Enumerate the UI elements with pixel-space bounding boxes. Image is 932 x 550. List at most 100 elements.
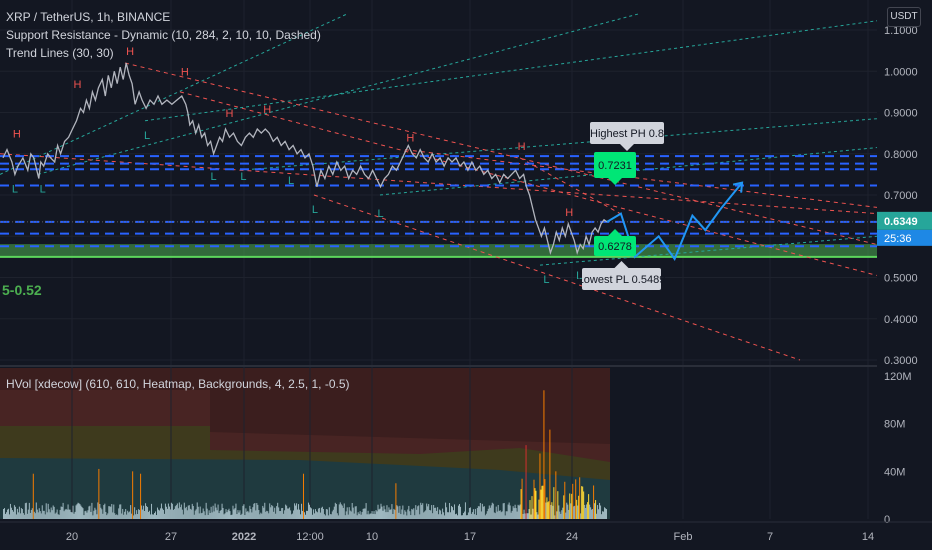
volume-bar <box>110 506 112 519</box>
volume-bar <box>381 506 383 519</box>
currency-button[interactable]: USDT <box>887 7 921 27</box>
volume-bar <box>33 511 35 519</box>
volume-bar <box>282 507 284 519</box>
volume-bar <box>217 504 219 519</box>
volume-bar <box>471 512 473 519</box>
volume-bar <box>373 511 375 519</box>
volume-bar <box>66 509 68 519</box>
volume-bar <box>320 507 322 519</box>
volume-bar <box>382 510 384 519</box>
volume-bar <box>323 514 325 519</box>
symbol-title[interactable]: XRP / TetherUS, 1h, BINANCE <box>6 10 171 24</box>
volume-bar <box>143 505 145 519</box>
volume-bar <box>48 509 50 519</box>
volume-bar <box>552 505 554 519</box>
volume-bar <box>17 512 19 519</box>
pivot-high-label: H <box>263 104 271 116</box>
volume-bar <box>139 509 141 519</box>
volume-bar <box>338 504 340 519</box>
volume-bar <box>474 508 476 519</box>
volume-bar <box>147 507 149 519</box>
volume-bar <box>215 507 217 519</box>
volume-bar <box>197 506 199 519</box>
volume-bar <box>399 505 401 519</box>
pivot-low-label: L <box>576 270 582 282</box>
price-tick-label: 1.0000 <box>884 66 918 78</box>
volume-bar <box>518 505 520 519</box>
volume-bar <box>391 504 393 519</box>
volume-bar <box>263 507 265 519</box>
volume-bar <box>546 497 548 519</box>
volume-bar <box>70 511 72 519</box>
volume-bar <box>425 510 427 519</box>
volume-bar <box>390 509 392 519</box>
volume-bar <box>4 513 6 519</box>
volume-bar <box>516 511 518 519</box>
volume-bar <box>366 514 368 519</box>
volume-bar <box>142 509 144 519</box>
volume-bar <box>218 513 220 519</box>
volume-bar <box>299 509 301 519</box>
trend-lines-indicator[interactable]: Trend Lines (30, 30) <box>6 46 114 60</box>
price-tick-label: 0.7000 <box>884 190 918 202</box>
volume-bar <box>460 515 462 519</box>
volume-bar <box>442 508 444 519</box>
volume-bar <box>492 503 494 519</box>
volume-bar <box>559 511 561 519</box>
volume-bar <box>267 511 269 519</box>
volume-bar <box>588 494 590 519</box>
volume-bar <box>538 499 540 519</box>
volume-bar <box>505 511 507 519</box>
volume-bar <box>164 503 166 519</box>
volume-bar <box>229 511 231 519</box>
volume-bar <box>18 506 20 519</box>
volume-bar <box>500 512 502 519</box>
support-resistance-indicator[interactable]: Support Resistance - Dynamic (10, 284, 2… <box>6 28 321 42</box>
volume-bar <box>111 504 113 519</box>
volume-bar <box>223 514 225 519</box>
volume-bar <box>462 513 464 519</box>
pivot-high-label: H <box>181 67 189 79</box>
volume-bar <box>562 507 564 519</box>
volume-bar <box>64 509 66 519</box>
volume-bar <box>280 511 282 519</box>
highest-pivot-label: Highest PH 0.8 <box>590 128 664 140</box>
volume-bar <box>548 501 550 519</box>
volume-bar <box>98 468 100 519</box>
volume-bar <box>119 504 121 519</box>
volume-bar <box>287 508 289 519</box>
volume-bar <box>503 502 505 519</box>
volume-bar <box>89 505 91 519</box>
volume-bar <box>256 503 258 519</box>
volume-bar <box>365 503 367 519</box>
volume-bar <box>354 506 356 519</box>
lowest-pivot-label: Lowest PL 0.5489 <box>578 274 666 286</box>
volume-bar <box>413 508 415 519</box>
volume-bar <box>370 513 372 519</box>
volume-indicator-title[interactable]: HVol [xdecow] (610, 610, Heatmap, Backgr… <box>6 377 350 391</box>
volume-bar <box>371 511 373 519</box>
volume-bar <box>92 515 94 519</box>
volume-bar <box>200 513 202 519</box>
volume-bar <box>458 504 460 519</box>
volume-bar <box>315 511 317 519</box>
volume-bar <box>393 508 395 519</box>
volume-bar <box>302 510 304 519</box>
volume-bar <box>23 514 25 519</box>
volume-bar <box>141 505 143 519</box>
volume-bar <box>91 502 93 519</box>
volume-bar <box>389 509 391 519</box>
volume-bar <box>24 503 26 519</box>
volume-bar <box>210 506 212 519</box>
volume-bar <box>290 510 292 519</box>
volume-bar <box>401 509 403 519</box>
volume-bar <box>45 503 47 519</box>
volume-bar <box>453 510 455 519</box>
volume-bar <box>436 510 438 519</box>
volume-bar <box>439 509 441 519</box>
volume-bar <box>145 503 147 519</box>
volume-bar <box>301 503 303 519</box>
volume-bar <box>21 509 23 519</box>
volume-bar <box>51 510 53 519</box>
volume-bar <box>325 509 327 519</box>
